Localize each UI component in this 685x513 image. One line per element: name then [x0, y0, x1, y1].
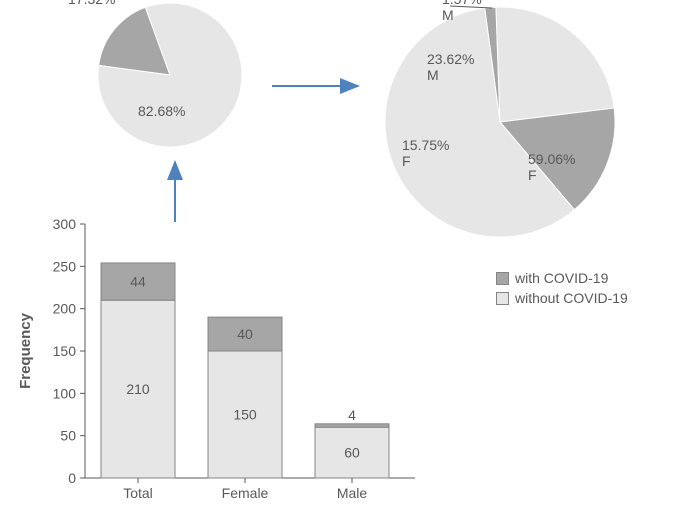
legend-swatch-with-covid [496, 272, 509, 285]
bar-with-covid [315, 424, 389, 427]
svg-text:15.75%: 15.75% [402, 137, 449, 153]
legend-label-without-covid: without COVID-19 [515, 290, 628, 306]
svg-text:Total: Total [123, 485, 153, 501]
svg-text:Female: Female [222, 485, 269, 501]
svg-text:Male: Male [337, 485, 368, 501]
svg-text:82.68%: 82.68% [138, 103, 185, 119]
svg-text:150: 150 [53, 343, 77, 359]
svg-text:150: 150 [233, 407, 257, 423]
legend-swatch-without-covid [496, 292, 509, 305]
svg-text:17.32%: 17.32% [68, 0, 115, 7]
chart-svg: 17.32%82.68%1.57%M23.62%M15.75%F59.06%F0… [0, 0, 685, 513]
svg-text:Frequency: Frequency [17, 312, 34, 389]
svg-text:23.62%: 23.62% [427, 51, 474, 67]
svg-text:4: 4 [348, 407, 356, 423]
svg-text:300: 300 [53, 216, 77, 232]
svg-text:50: 50 [60, 428, 76, 444]
svg-text:1.57%: 1.57% [442, 0, 482, 7]
svg-text:M: M [442, 7, 454, 23]
svg-text:60: 60 [344, 445, 360, 461]
legend-label-with-covid: with COVID-19 [515, 270, 608, 286]
svg-text:210: 210 [126, 381, 150, 397]
svg-text:40: 40 [237, 326, 253, 342]
svg-text:M: M [427, 67, 439, 83]
pie-slice [496, 7, 614, 122]
svg-text:F: F [402, 153, 411, 169]
svg-text:250: 250 [53, 258, 77, 274]
legend: with COVID-19 without COVID-19 [496, 270, 628, 310]
legend-item-without-covid: without COVID-19 [496, 290, 628, 306]
svg-text:200: 200 [53, 301, 77, 317]
svg-text:0: 0 [68, 470, 76, 486]
svg-text:59.06%: 59.06% [528, 151, 575, 167]
legend-item-with-covid: with COVID-19 [496, 270, 628, 286]
svg-text:100: 100 [53, 385, 77, 401]
svg-text:F: F [528, 167, 537, 183]
svg-text:44: 44 [130, 274, 146, 290]
